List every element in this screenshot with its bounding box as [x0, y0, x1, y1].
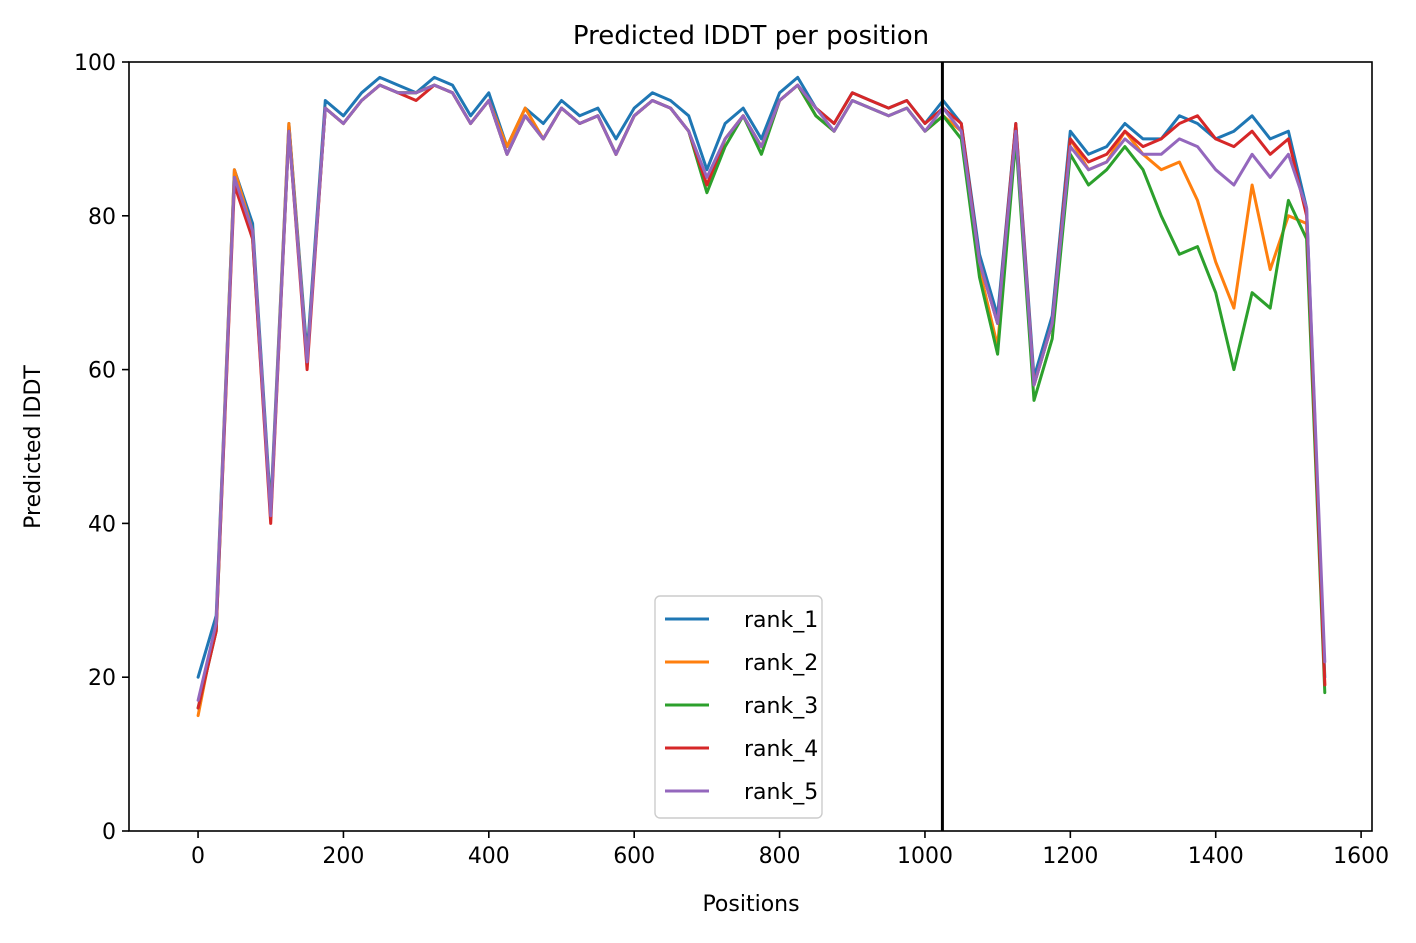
x-axis-ticks: 0 200 400 600 800 1000 1200 1400 1600 — [191, 831, 1389, 869]
x-tick-label: 1000 — [897, 844, 953, 869]
x-tick-label: 1400 — [1188, 844, 1244, 869]
y-tick-label: 40 — [88, 512, 116, 537]
y-axis-ticks: 0 20 40 60 80 100 — [74, 51, 129, 845]
legend-label: rank_5 — [744, 780, 818, 805]
x-tick-label: 200 — [322, 844, 364, 869]
series-line-rank-1 — [196, 75, 1327, 679]
series-layer — [196, 75, 1327, 718]
y-tick-label: 20 — [88, 666, 116, 691]
x-tick-label: 1600 — [1333, 844, 1389, 869]
plot-frame — [128, 61, 1373, 832]
y-tick-label: 80 — [88, 205, 116, 230]
chart-title: Predicted lDDT per position — [573, 21, 929, 51]
x-tick-label: 1200 — [1042, 844, 1098, 869]
legend-box — [654, 595, 823, 819]
x-tick-label: 0 — [191, 844, 205, 869]
y-tick-label: 100 — [74, 51, 116, 76]
legend-label: rank_3 — [744, 694, 818, 719]
legend: rank_1 rank_2 rank_3 rank_4 rank_5 — [654, 595, 823, 819]
legend-label: rank_2 — [744, 651, 818, 676]
legend-label: rank_1 — [744, 608, 818, 633]
series-line-rank-5 — [196, 83, 1327, 702]
x-tick-label: 800 — [759, 844, 801, 869]
x-tick-label: 600 — [613, 844, 655, 869]
x-axis-label: Positions — [702, 892, 799, 917]
y-tick-label: 60 — [88, 359, 116, 384]
y-tick-label: 0 — [102, 820, 116, 845]
x-tick-label: 400 — [468, 844, 510, 869]
legend-label: rank_4 — [744, 737, 818, 762]
y-axis-label: Predicted lDDT — [21, 365, 46, 529]
legend-items: rank_1 rank_2 rank_3 rank_4 rank_5 — [665, 608, 818, 805]
